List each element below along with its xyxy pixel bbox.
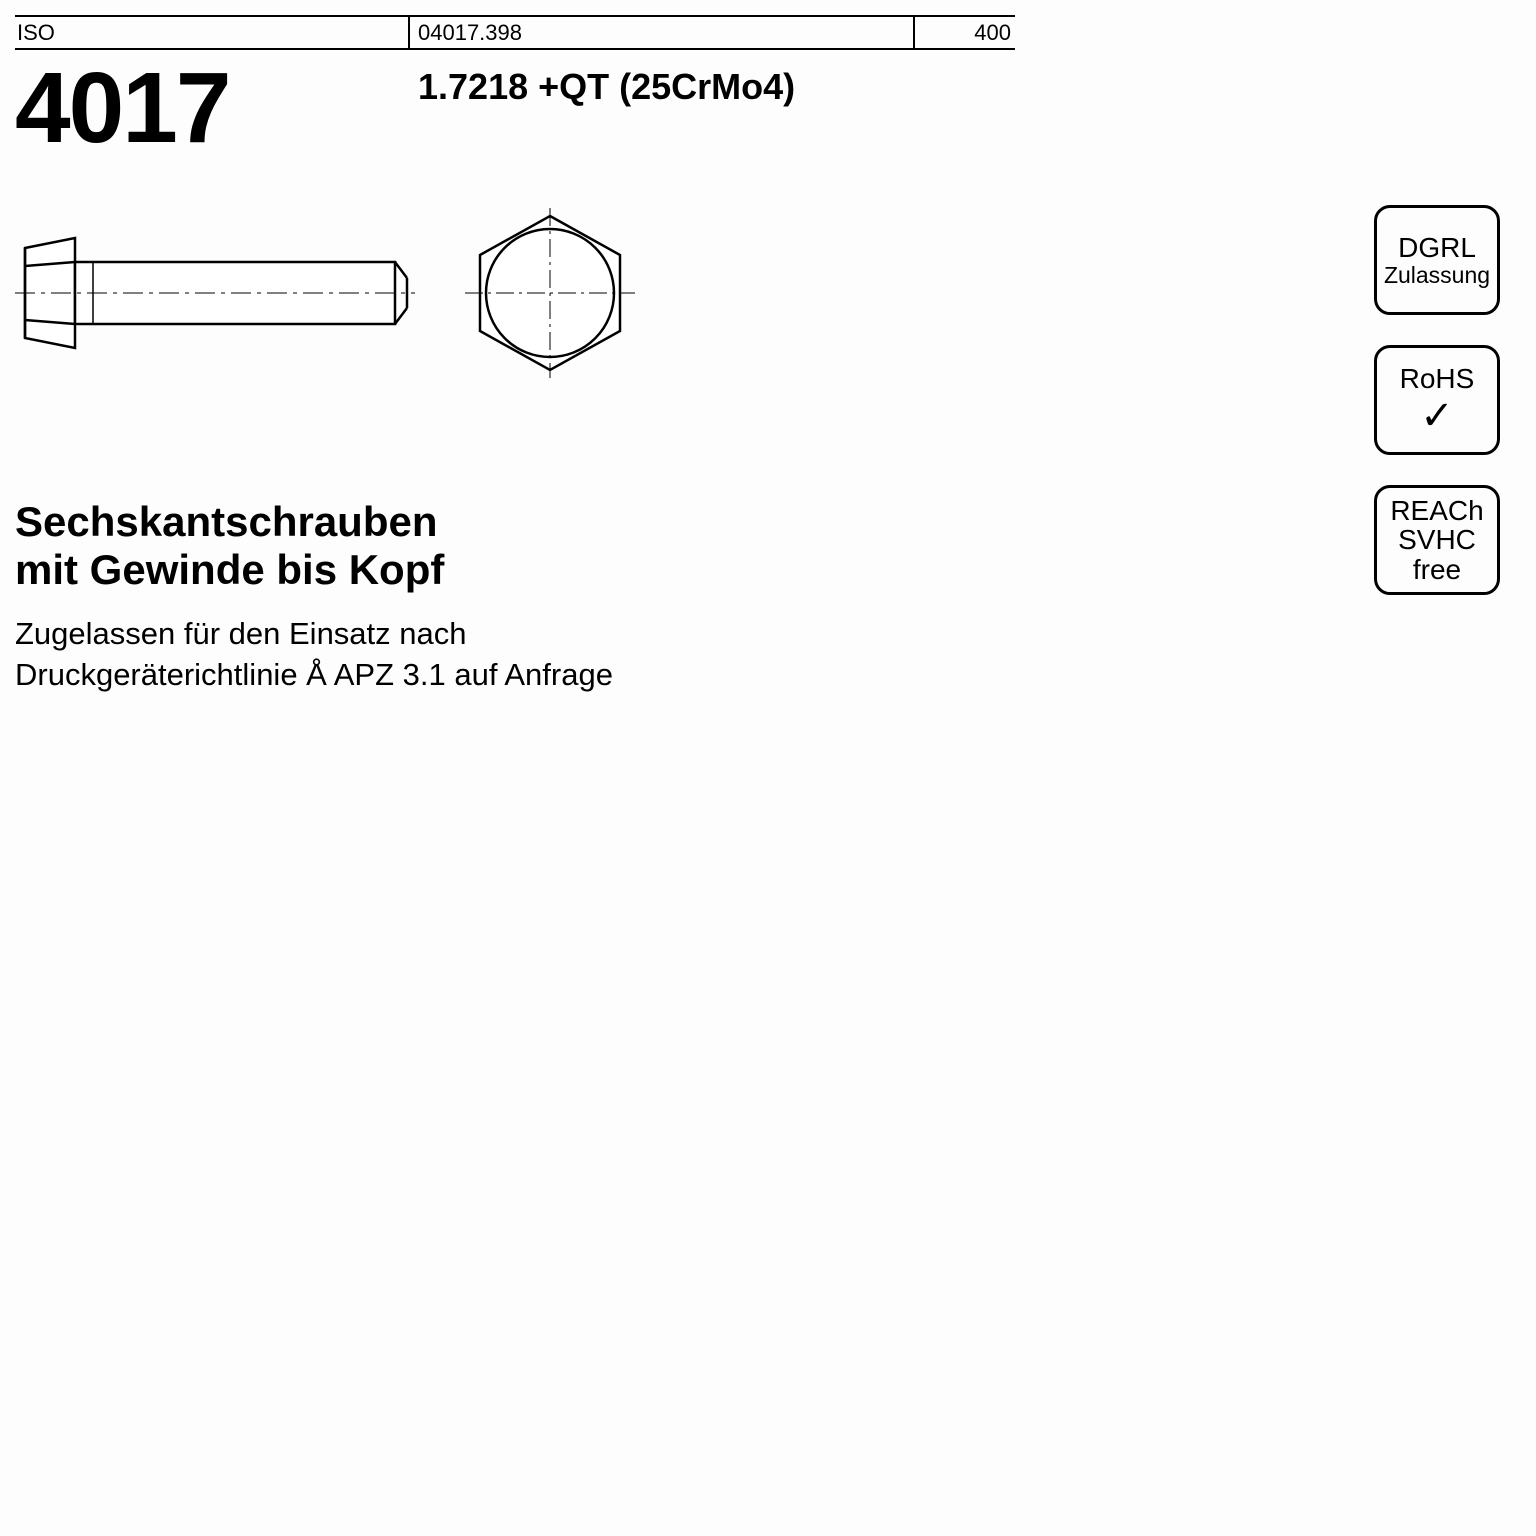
description-block: Sechskantschrauben mit Gewinde bis Kopf … (15, 498, 1015, 696)
approval-text: Zugelassen für den Einsatz nach Druckger… (15, 613, 1015, 697)
badge-rohs-line1: RoHS (1400, 364, 1475, 393)
compliance-badges: DGRL Zulassung RoHS ✓ REACh SVHC free (1374, 205, 1504, 595)
material-spec: 1.7218 +QT (25CrMo4) (410, 50, 795, 108)
datasheet-page: ISO 04017.398 400 4017 1.7218 +QT (25CrM… (0, 0, 1536, 1536)
header-standard-org: ISO (15, 17, 410, 48)
badge-reach-line3: free (1413, 555, 1461, 584)
badge-dgrl: DGRL Zulassung (1374, 205, 1500, 315)
checkmark-icon: ✓ (1420, 396, 1454, 436)
badge-reach-line1: REACh (1390, 496, 1483, 525)
badge-reach: REACh SVHC free (1374, 485, 1500, 595)
approval-line2: Druckgeräterichtlinie Å APZ 3.1 auf Anfr… (15, 654, 1015, 696)
badge-dgrl-line2: Zulassung (1384, 263, 1490, 287)
badge-reach-line2: SVHC (1398, 525, 1476, 554)
title-row: 4017 1.7218 +QT (25CrMo4) (15, 50, 1015, 158)
product-name-line1: Sechskantschrauben (15, 498, 1015, 546)
header-article-number: 04017.398 (410, 17, 915, 48)
main-content: ISO 04017.398 400 4017 1.7218 +QT (25CrM… (15, 15, 1015, 696)
product-name-line2: mit Gewinde bis Kopf (15, 546, 1015, 594)
header-code: 400 (915, 17, 1015, 48)
bolt-side-view-icon (15, 218, 415, 368)
badge-dgrl-line1: DGRL (1398, 233, 1476, 262)
standard-number: 4017 (15, 50, 410, 158)
header-row: ISO 04017.398 400 (15, 15, 1015, 50)
approval-line1: Zugelassen für den Einsatz nach (15, 613, 1015, 655)
badge-rohs: RoHS ✓ (1374, 345, 1500, 455)
diagram-row (15, 208, 1015, 378)
hex-head-front-icon (465, 208, 635, 378)
